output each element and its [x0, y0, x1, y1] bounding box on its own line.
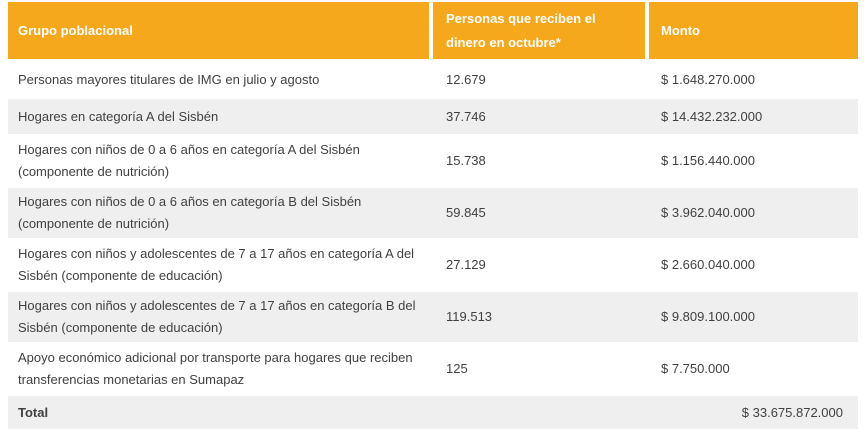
beneficiaries-table: Grupo poblacional Personas que reciben e… — [8, 2, 858, 429]
cell-monto: $ 1.648.270.000 — [661, 71, 755, 87]
cell-personas: 12.679 — [446, 71, 486, 87]
table-row: Apoyo económico adicional por transporte… — [8, 344, 858, 394]
table-header-row: Grupo poblacional Personas que reciben e… — [8, 2, 858, 59]
cell-grupo: Hogares en categoría A del Sisbén — [18, 108, 219, 124]
cell-grupo: Personas mayores titulares de IMG en jul… — [18, 71, 320, 87]
table-row: Hogares con niños y adolescentes de 7 a … — [8, 292, 858, 342]
table-row: Hogares en categoría A del Sisbén 37.746… — [8, 99, 858, 134]
cell-grupo: Hogares con niños y adolescentes de 7 a … — [18, 246, 415, 283]
total-monto: $ 33.675.872.000 — [741, 405, 843, 420]
table-row: Personas mayores titulares de IMG en jul… — [8, 62, 858, 97]
cell-monto: $ 1.156.440.000 — [661, 153, 755, 168]
table-row: Hogares con niños y adolescentes de 7 a … — [8, 240, 858, 290]
cell-monto: $ 14.432.232.000 — [661, 108, 763, 124]
cell-grupo: Hogares con niños de 0 a 6 años en categ… — [18, 142, 360, 179]
cell-monto: $ 2.660.040.000 — [661, 257, 755, 272]
cell-personas: 37.746 — [446, 108, 486, 124]
cell-grupo: Hogares con niños de 0 a 6 años en categ… — [18, 194, 362, 231]
cell-monto: $ 3.962.040.000 — [661, 205, 755, 220]
table-total-row: Total $ 33.675.872.000 — [8, 396, 858, 429]
header-cell-monto: Monto — [649, 2, 858, 59]
cell-monto: $ 9.809.100.000 — [661, 309, 755, 324]
cell-personas: 125 — [446, 361, 468, 376]
table-row: Hogares con niños de 0 a 6 años en categ… — [8, 188, 858, 238]
header-cell-personas: Personas que reciben el dinero en octubr… — [433, 2, 645, 59]
cell-personas: 119.513 — [446, 309, 493, 324]
cell-grupo: Hogares con niños y adolescentes de 7 a … — [18, 298, 416, 335]
header-label-personas: Personas que reciben el dinero en octubr… — [446, 10, 596, 50]
cell-monto: $ 7.750.000 — [661, 361, 730, 376]
table-row: Hogares con niños de 0 a 6 años en categ… — [8, 136, 858, 186]
cell-personas: 15.738 — [446, 153, 486, 168]
cell-personas: 59.845 — [446, 205, 486, 220]
header-label-monto: Monto — [661, 22, 700, 38]
total-label: Total — [18, 405, 49, 420]
cell-grupo: Apoyo económico adicional por transporte… — [18, 350, 413, 387]
cell-personas: 27.129 — [446, 257, 486, 272]
header-cell-grupo-poblacional: Grupo poblacional — [8, 2, 429, 59]
header-label-grupo-poblacional: Grupo poblacional — [18, 22, 133, 38]
